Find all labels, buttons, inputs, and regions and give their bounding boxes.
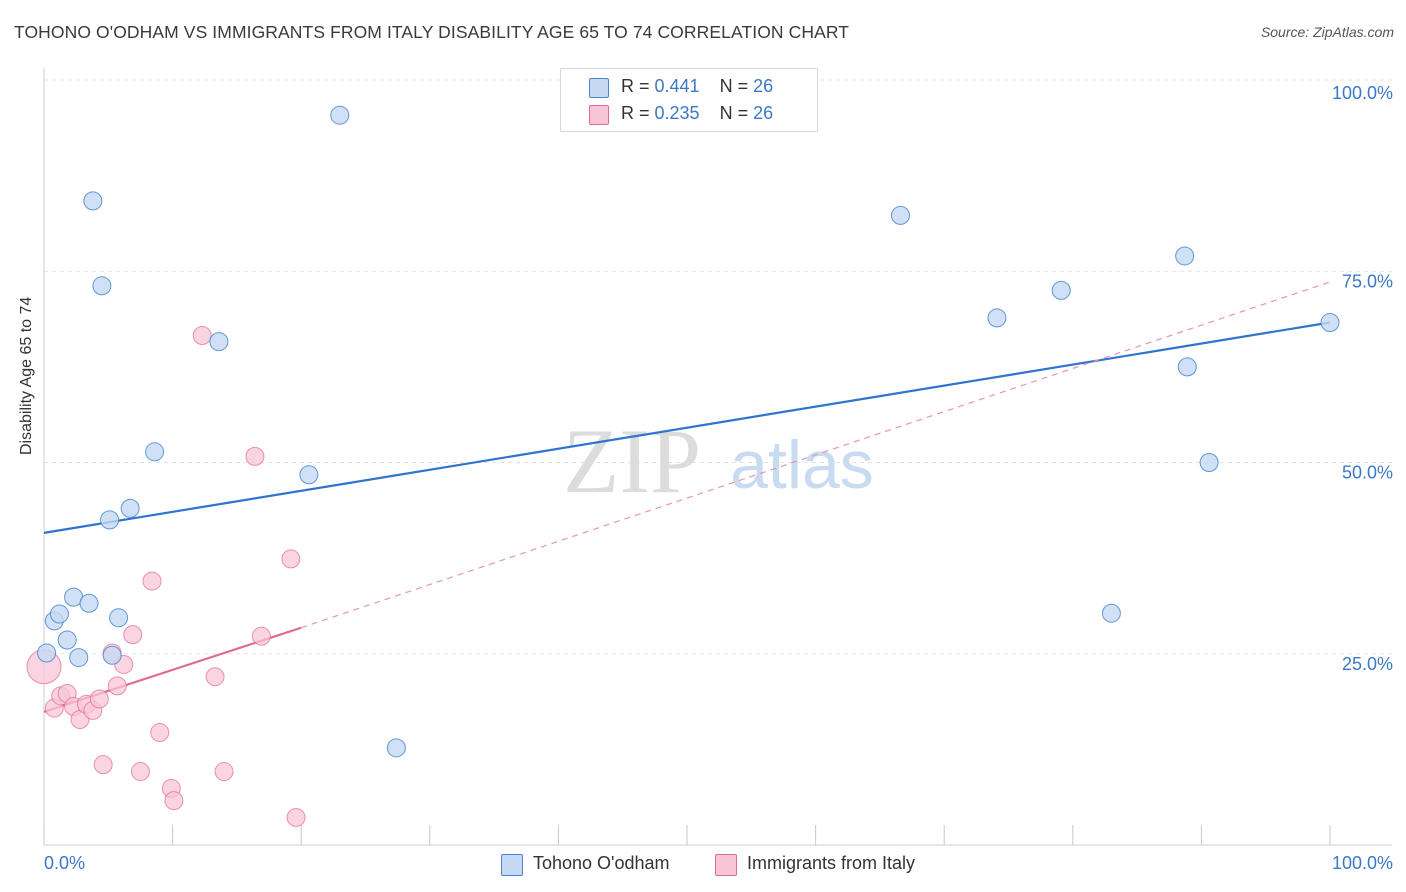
bottom-legend-swatch-2 bbox=[715, 854, 737, 876]
point-tohono-oodham bbox=[1177, 357, 1197, 377]
point-immigrants-from-italy bbox=[245, 446, 265, 466]
point-tohono-oodham bbox=[1175, 246, 1195, 266]
legend-n-value-2: 26 bbox=[753, 103, 774, 123]
point-immigrants-from-italy bbox=[150, 723, 170, 743]
x-tick-label-max: 100.0% bbox=[1332, 853, 1393, 873]
point-tohono-oodham bbox=[109, 608, 129, 628]
point-immigrants-from-italy bbox=[214, 762, 234, 782]
y-tick-label: 25.0% bbox=[1342, 654, 1393, 674]
watermark-atlas: atlas bbox=[730, 427, 874, 503]
point-immigrants-from-italy bbox=[89, 689, 109, 709]
trend-line-tohono-oodham bbox=[43, 321, 1331, 534]
point-tohono-oodham bbox=[83, 191, 103, 211]
point-tohono-oodham bbox=[890, 205, 910, 225]
bottom-legend-swatch-1 bbox=[501, 854, 523, 876]
axis-layer bbox=[43, 68, 1392, 846]
point-immigrants-from-italy bbox=[192, 326, 212, 346]
x-tick-label-min: 0.0% bbox=[44, 853, 85, 873]
legend-swatch-series-1 bbox=[589, 78, 609, 98]
source-label: Source: ZipAtlas.com bbox=[1260, 24, 1394, 40]
point-tohono-oodham bbox=[386, 738, 406, 758]
point-tohono-oodham bbox=[299, 465, 319, 485]
tick-label-layer: 25.0% 50.0% 75.0% 100.0% 0.0% 100.0% bbox=[44, 83, 1393, 873]
point-tohono-oodham bbox=[102, 645, 122, 665]
point-tohono-oodham bbox=[37, 643, 57, 663]
correlation-legend: R = 0.441 N = 26 R = 0.235 N = 26 bbox=[560, 68, 818, 132]
point-tohono-oodham bbox=[209, 332, 229, 352]
bottom-legend-label-2: Immigrants from Italy bbox=[747, 853, 916, 873]
bottom-legend-label-1: Tohono O'odham bbox=[533, 853, 670, 873]
point-tohono-oodham bbox=[49, 604, 69, 624]
point-immigrants-from-italy bbox=[93, 755, 113, 775]
point-immigrants-from-italy bbox=[281, 549, 301, 569]
point-tohono-oodham bbox=[79, 593, 99, 613]
legend-n-label-2: N = bbox=[719, 103, 754, 123]
y-tick-label: 50.0% bbox=[1342, 463, 1393, 483]
legend-swatch-series-2 bbox=[589, 105, 609, 125]
point-immigrants-from-italy bbox=[130, 762, 150, 782]
watermark: ZIP atlas bbox=[563, 410, 874, 512]
point-tohono-oodham bbox=[1051, 280, 1071, 300]
legend-r-label-1: R = bbox=[621, 76, 655, 96]
point-immigrants-from-italy bbox=[123, 625, 143, 645]
watermark-zip: ZIP bbox=[563, 410, 701, 512]
legend-r-label-2: R = bbox=[621, 103, 655, 123]
point-tohono-oodham bbox=[100, 510, 120, 530]
point-tohono-oodham bbox=[92, 276, 112, 296]
points-layer bbox=[26, 105, 1340, 827]
point-tohono-oodham bbox=[145, 442, 165, 462]
point-tohono-oodham bbox=[330, 105, 350, 125]
y-axis-label: Disability Age 65 to 74 bbox=[18, 296, 35, 455]
point-immigrants-from-italy bbox=[286, 807, 306, 827]
point-tohono-oodham bbox=[1199, 453, 1219, 472]
point-tohono-oodham bbox=[69, 648, 89, 668]
point-immigrants-from-italy bbox=[251, 626, 271, 646]
y-tick-label: 75.0% bbox=[1342, 271, 1393, 291]
legend-n-value-1: 26 bbox=[753, 76, 774, 96]
point-tohono-oodham bbox=[1320, 313, 1340, 333]
chart-title: TOHONO O'ODHAM VS IMMIGRANTS FROM ITALY … bbox=[14, 22, 850, 42]
legend-n-label-1: N = bbox=[719, 76, 754, 96]
legend-r-value-2: 0.235 bbox=[654, 103, 700, 123]
legend-r-value-1: 0.441 bbox=[654, 76, 700, 96]
point-tohono-oodham bbox=[1101, 603, 1121, 623]
point-immigrants-from-italy bbox=[142, 571, 162, 591]
point-tohono-oodham bbox=[120, 498, 140, 518]
y-tick-label: 100.0% bbox=[1332, 83, 1393, 103]
point-immigrants-from-italy bbox=[164, 791, 184, 811]
point-tohono-oodham bbox=[987, 308, 1007, 328]
point-tohono-oodham bbox=[57, 630, 77, 650]
trend-line-italy-extended bbox=[301, 281, 1331, 629]
point-immigrants-from-italy bbox=[107, 676, 127, 696]
point-immigrants-from-italy bbox=[205, 667, 225, 687]
